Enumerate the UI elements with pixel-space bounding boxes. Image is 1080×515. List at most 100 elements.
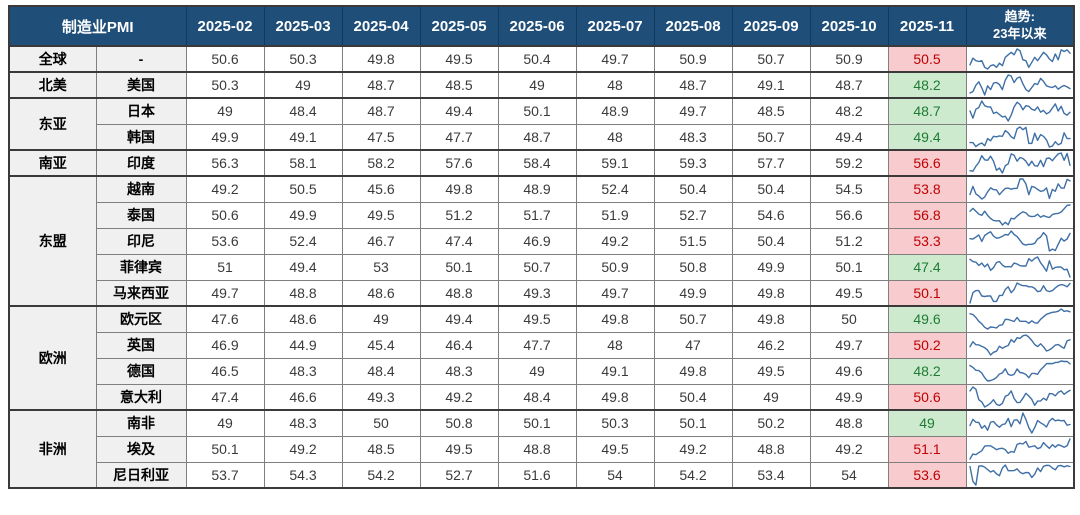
- table-row-印尼: 印尼 53.6 52.4 46.7 47.4 46.9 49.2 51.5 50.4 51.2 53…: [9, 227, 1075, 255]
- country-cell: 美国: [95, 71, 187, 99]
- value-cell: 47: [653, 331, 733, 359]
- value-cell: 48.7: [341, 97, 421, 125]
- value-cell: 49.8: [731, 279, 811, 307]
- month-header-2025-03: 2025-03: [263, 5, 343, 47]
- value-cell: 48.7: [341, 71, 421, 99]
- value-cell: 59.1: [575, 149, 655, 177]
- value-cell: 50.4: [731, 175, 811, 203]
- sparkline-cell: [965, 149, 1075, 177]
- sparkline-chart: [969, 48, 1071, 70]
- value-cell: 51.6: [497, 461, 577, 489]
- value-cell: 49.6: [809, 357, 889, 385]
- country-cell: 越南: [95, 175, 187, 203]
- value-cell: 54.6: [731, 201, 811, 229]
- value-cell: 49.7: [575, 279, 655, 307]
- value-cell: 56.6: [809, 201, 889, 229]
- month-header-2025-11: 2025-11: [887, 5, 967, 47]
- table-row-马来西亚: 马来西亚 49.7 48.8 48.6 48.8 49.3 49.7 49.9 49.8 49.5…: [9, 279, 1075, 307]
- latest-value-cell: 51.1: [887, 435, 967, 463]
- value-cell: 50.3: [263, 45, 343, 73]
- value-cell: 53.7: [185, 461, 265, 489]
- value-cell: 57.6: [419, 149, 499, 177]
- sparkline-cell: [965, 253, 1075, 281]
- value-cell: 49.7: [575, 45, 655, 73]
- month-header-2025-10: 2025-10: [809, 5, 889, 47]
- value-cell: 50.3: [575, 409, 655, 437]
- value-cell: 54.5: [809, 175, 889, 203]
- table-row-尼日利亚: 尼日利亚 53.7 54.3 54.2 52.7 51.6 54 54.2 53.4 54 53.6: [9, 461, 1075, 489]
- sparkline-chart: [969, 308, 1071, 330]
- country-cell: 菲律宾: [95, 253, 187, 281]
- value-cell: 47.7: [419, 123, 499, 151]
- country-cell: 印尼: [95, 227, 187, 255]
- value-cell: 56.3: [185, 149, 265, 177]
- sparkline-chart: [969, 464, 1071, 486]
- value-cell: 49.4: [419, 305, 499, 333]
- latest-value-cell: 53.3: [887, 227, 967, 255]
- value-cell: 46.5: [185, 357, 265, 385]
- value-cell: 49.5: [419, 45, 499, 73]
- month-header-2025-05: 2025-05: [419, 5, 499, 47]
- value-cell: 52.7: [419, 461, 499, 489]
- value-cell: 49.9: [731, 253, 811, 281]
- value-cell: 49: [497, 357, 577, 385]
- country-cell: 意大利: [95, 383, 187, 411]
- latest-value-cell: 56.6: [887, 149, 967, 177]
- value-cell: 50.1: [419, 253, 499, 281]
- sparkline-chart: [969, 152, 1071, 174]
- value-cell: 48.8: [809, 409, 889, 437]
- country-cell: -: [95, 45, 187, 73]
- value-cell: 49.1: [263, 123, 343, 151]
- sparkline-chart: [969, 360, 1071, 382]
- value-cell: 48.7: [653, 71, 733, 99]
- country-cell: 英国: [95, 331, 187, 359]
- month-header-2025-09: 2025-09: [731, 5, 811, 47]
- value-cell: 48.7: [497, 123, 577, 151]
- value-cell: 49.5: [341, 201, 421, 229]
- sparkline-cell: [965, 279, 1075, 307]
- latest-value-cell: 53.6: [887, 461, 967, 489]
- value-cell: 54: [575, 461, 655, 489]
- value-cell: 48.2: [809, 97, 889, 125]
- latest-value-cell: 56.8: [887, 201, 967, 229]
- sparkline-cell: [965, 435, 1075, 463]
- value-cell: 50.7: [497, 253, 577, 281]
- country-cell: 尼日利亚: [95, 461, 187, 489]
- country-cell: 马来西亚: [95, 279, 187, 307]
- value-cell: 50.9: [809, 45, 889, 73]
- value-cell: 49.5: [497, 305, 577, 333]
- sparkline-chart: [969, 256, 1071, 278]
- header-row: 制造业PMI 2025-02 2025-03 2025-04 2025-05 2025-…: [8, 5, 1075, 47]
- value-cell: 58.4: [497, 149, 577, 177]
- country-cell: 韩国: [95, 123, 187, 151]
- value-cell: 49.2: [575, 227, 655, 255]
- value-cell: 49.8: [341, 45, 421, 73]
- value-cell: 49: [185, 409, 265, 437]
- pmi-report: 制造业PMI 2025-02 2025-03 2025-04 2025-05 2025-…: [8, 5, 1076, 489]
- value-cell: 50.4: [653, 383, 733, 411]
- value-cell: 50.1: [809, 253, 889, 281]
- value-cell: 48.7: [809, 71, 889, 99]
- value-cell: 54.2: [653, 461, 733, 489]
- value-cell: 48.9: [575, 97, 655, 125]
- table-row-韩国: 韩国 49.9 49.1 47.5 47.7 48.7 48 48.3 50.7 49.4 49.4: [9, 123, 1075, 151]
- value-cell: 44.9: [263, 331, 343, 359]
- value-cell: 49.2: [263, 435, 343, 463]
- value-cell: 49.7: [653, 97, 733, 125]
- value-cell: 48: [575, 71, 655, 99]
- sparkline-cell: [965, 305, 1075, 333]
- value-cell: 48.3: [263, 357, 343, 385]
- value-cell: 51.2: [419, 201, 499, 229]
- value-cell: 49: [263, 71, 343, 99]
- value-cell: 54: [809, 461, 889, 489]
- value-cell: 48.4: [263, 97, 343, 125]
- value-cell: 45.6: [341, 175, 421, 203]
- latest-value-cell: 48.2: [887, 71, 967, 99]
- value-cell: 48.8: [497, 435, 577, 463]
- value-cell: 46.9: [185, 331, 265, 359]
- value-cell: 49.2: [653, 435, 733, 463]
- value-cell: 50.4: [653, 175, 733, 203]
- value-cell: 49.9: [185, 123, 265, 151]
- sparkline-chart: [969, 334, 1071, 356]
- value-cell: 51.9: [575, 201, 655, 229]
